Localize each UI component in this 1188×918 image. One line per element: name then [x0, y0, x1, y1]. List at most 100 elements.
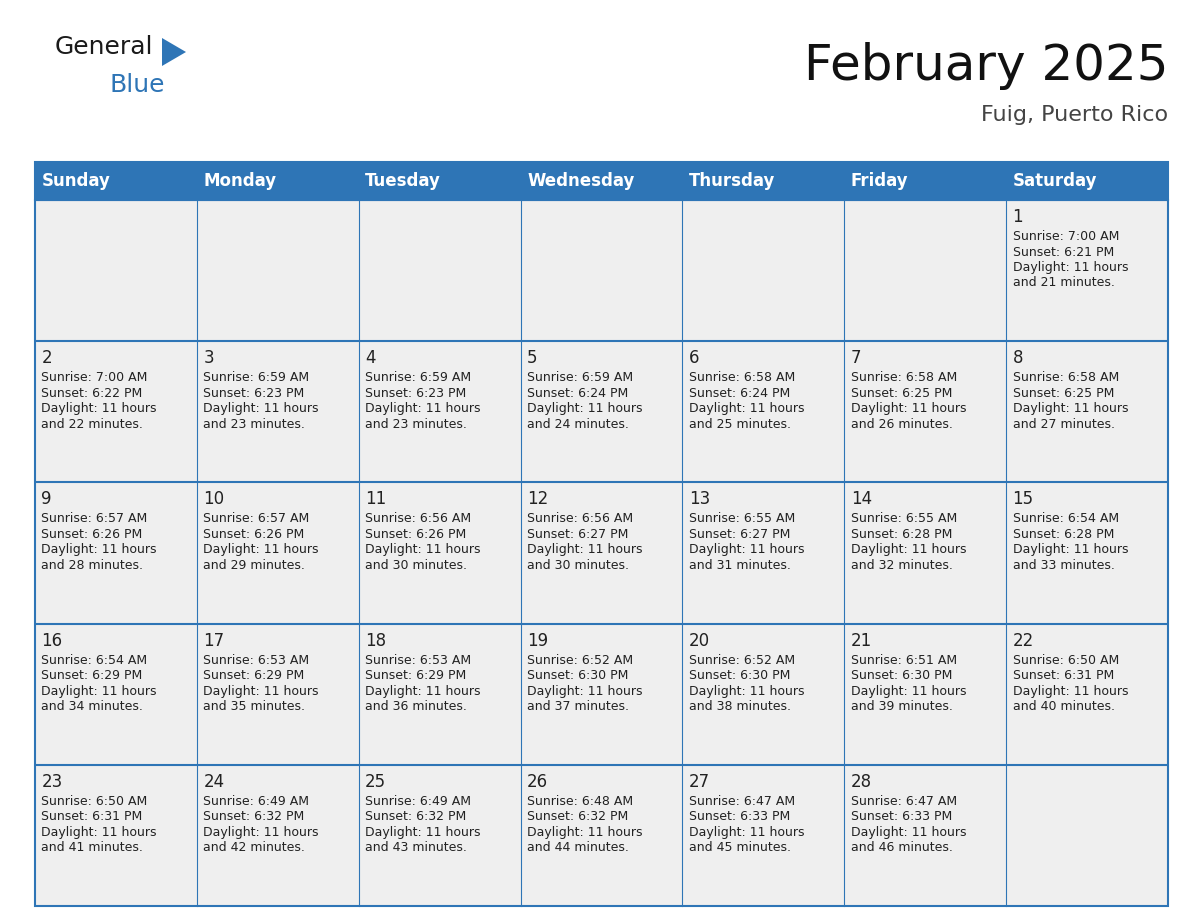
Text: 9: 9	[42, 490, 52, 509]
Text: Daylight: 11 hours: Daylight: 11 hours	[527, 685, 643, 698]
Text: Sunrise: 6:50 AM: Sunrise: 6:50 AM	[1012, 654, 1119, 666]
Bar	[1006, 200, 1168, 341]
Text: and 46 minutes.: and 46 minutes.	[851, 841, 953, 855]
Text: Sunset: 6:27 PM: Sunset: 6:27 PM	[689, 528, 790, 541]
Text: Daylight: 11 hours: Daylight: 11 hours	[689, 402, 804, 415]
Text: Tuesday: Tuesday	[365, 172, 441, 190]
Bar	[520, 623, 682, 765]
Bar	[845, 200, 1006, 341]
Text: 20: 20	[689, 632, 710, 650]
Text: Sunset: 6:21 PM: Sunset: 6:21 PM	[1012, 245, 1114, 259]
Text: and 25 minutes.: and 25 minutes.	[689, 418, 791, 431]
Text: Daylight: 11 hours: Daylight: 11 hours	[1012, 402, 1129, 415]
Text: and 23 minutes.: and 23 minutes.	[365, 418, 467, 431]
Text: Sunset: 6:29 PM: Sunset: 6:29 PM	[42, 669, 143, 682]
Bar	[34, 162, 197, 200]
Text: and 43 minutes.: and 43 minutes.	[365, 841, 467, 855]
Bar	[34, 623, 197, 765]
Text: Sunrise: 6:58 AM: Sunrise: 6:58 AM	[689, 371, 795, 385]
Text: 28: 28	[851, 773, 872, 790]
Text: Fuig, Puerto Rico: Fuig, Puerto Rico	[981, 105, 1168, 125]
Text: and 24 minutes.: and 24 minutes.	[527, 418, 628, 431]
Bar	[520, 200, 682, 341]
Text: Daylight: 11 hours: Daylight: 11 hours	[527, 543, 643, 556]
Bar	[34, 341, 197, 482]
Bar	[520, 162, 682, 200]
Text: Blue: Blue	[110, 73, 165, 97]
Text: Sunrise: 6:57 AM: Sunrise: 6:57 AM	[42, 512, 147, 525]
Text: Sunset: 6:30 PM: Sunset: 6:30 PM	[527, 669, 628, 682]
Bar	[520, 482, 682, 623]
Text: and 38 minutes.: and 38 minutes.	[689, 700, 791, 713]
Text: and 23 minutes.: and 23 minutes.	[203, 418, 305, 431]
Text: Sunrise: 6:59 AM: Sunrise: 6:59 AM	[365, 371, 472, 385]
Text: Sunrise: 6:55 AM: Sunrise: 6:55 AM	[851, 512, 958, 525]
Text: Sunset: 6:32 PM: Sunset: 6:32 PM	[527, 811, 628, 823]
Text: Sunset: 6:28 PM: Sunset: 6:28 PM	[851, 528, 952, 541]
Bar	[359, 482, 520, 623]
Bar	[359, 162, 520, 200]
Text: and 30 minutes.: and 30 minutes.	[365, 559, 467, 572]
Text: Daylight: 11 hours: Daylight: 11 hours	[42, 685, 157, 698]
Text: Sunrise: 6:55 AM: Sunrise: 6:55 AM	[689, 512, 795, 525]
Text: Sunset: 6:31 PM: Sunset: 6:31 PM	[42, 811, 143, 823]
Text: Saturday: Saturday	[1012, 172, 1097, 190]
Bar	[359, 341, 520, 482]
Text: 15: 15	[1012, 490, 1034, 509]
Bar	[197, 162, 359, 200]
Text: Daylight: 11 hours: Daylight: 11 hours	[689, 826, 804, 839]
Text: and 28 minutes.: and 28 minutes.	[42, 559, 144, 572]
Text: Daylight: 11 hours: Daylight: 11 hours	[365, 543, 481, 556]
Text: and 41 minutes.: and 41 minutes.	[42, 841, 144, 855]
Text: Daylight: 11 hours: Daylight: 11 hours	[42, 402, 157, 415]
Bar	[197, 482, 359, 623]
Text: Daylight: 11 hours: Daylight: 11 hours	[689, 685, 804, 698]
Text: Sunset: 6:25 PM: Sunset: 6:25 PM	[851, 386, 952, 399]
Text: 6: 6	[689, 349, 700, 367]
Text: 23: 23	[42, 773, 63, 790]
Text: and 40 minutes.: and 40 minutes.	[1012, 700, 1114, 713]
Bar	[845, 765, 1006, 906]
Text: 10: 10	[203, 490, 225, 509]
Text: 27: 27	[689, 773, 710, 790]
Text: Daylight: 11 hours: Daylight: 11 hours	[851, 826, 966, 839]
Text: Sunrise: 6:47 AM: Sunrise: 6:47 AM	[689, 795, 795, 808]
Text: 13: 13	[689, 490, 710, 509]
Text: Sunrise: 6:58 AM: Sunrise: 6:58 AM	[851, 371, 958, 385]
Text: Daylight: 11 hours: Daylight: 11 hours	[42, 543, 157, 556]
Text: Sunrise: 6:50 AM: Sunrise: 6:50 AM	[42, 795, 147, 808]
Text: and 30 minutes.: and 30 minutes.	[527, 559, 628, 572]
Text: and 37 minutes.: and 37 minutes.	[527, 700, 628, 713]
Bar	[682, 482, 845, 623]
Polygon shape	[162, 38, 187, 66]
Text: Sunrise: 6:57 AM: Sunrise: 6:57 AM	[203, 512, 310, 525]
Text: Sunrise: 6:52 AM: Sunrise: 6:52 AM	[689, 654, 795, 666]
Text: Daylight: 11 hours: Daylight: 11 hours	[851, 685, 966, 698]
Text: 14: 14	[851, 490, 872, 509]
Text: Sunrise: 6:47 AM: Sunrise: 6:47 AM	[851, 795, 956, 808]
Text: Sunday: Sunday	[42, 172, 110, 190]
Text: 18: 18	[365, 632, 386, 650]
Bar	[34, 482, 197, 623]
Text: 16: 16	[42, 632, 63, 650]
Text: Sunrise: 6:53 AM: Sunrise: 6:53 AM	[203, 654, 309, 666]
Text: Sunset: 6:30 PM: Sunset: 6:30 PM	[689, 669, 790, 682]
Text: Sunset: 6:31 PM: Sunset: 6:31 PM	[1012, 669, 1114, 682]
Text: Daylight: 11 hours: Daylight: 11 hours	[527, 402, 643, 415]
Text: and 31 minutes.: and 31 minutes.	[689, 559, 791, 572]
Text: Sunset: 6:32 PM: Sunset: 6:32 PM	[203, 811, 304, 823]
Text: and 39 minutes.: and 39 minutes.	[851, 700, 953, 713]
Bar	[520, 765, 682, 906]
Bar	[1006, 623, 1168, 765]
Text: Daylight: 11 hours: Daylight: 11 hours	[365, 685, 481, 698]
Bar	[682, 341, 845, 482]
Text: Sunrise: 6:58 AM: Sunrise: 6:58 AM	[1012, 371, 1119, 385]
Text: Sunset: 6:22 PM: Sunset: 6:22 PM	[42, 386, 143, 399]
Text: Sunset: 6:32 PM: Sunset: 6:32 PM	[365, 811, 467, 823]
Text: Daylight: 11 hours: Daylight: 11 hours	[689, 543, 804, 556]
Bar	[520, 341, 682, 482]
Bar	[845, 162, 1006, 200]
Text: 7: 7	[851, 349, 861, 367]
Text: 3: 3	[203, 349, 214, 367]
Text: and 35 minutes.: and 35 minutes.	[203, 700, 305, 713]
